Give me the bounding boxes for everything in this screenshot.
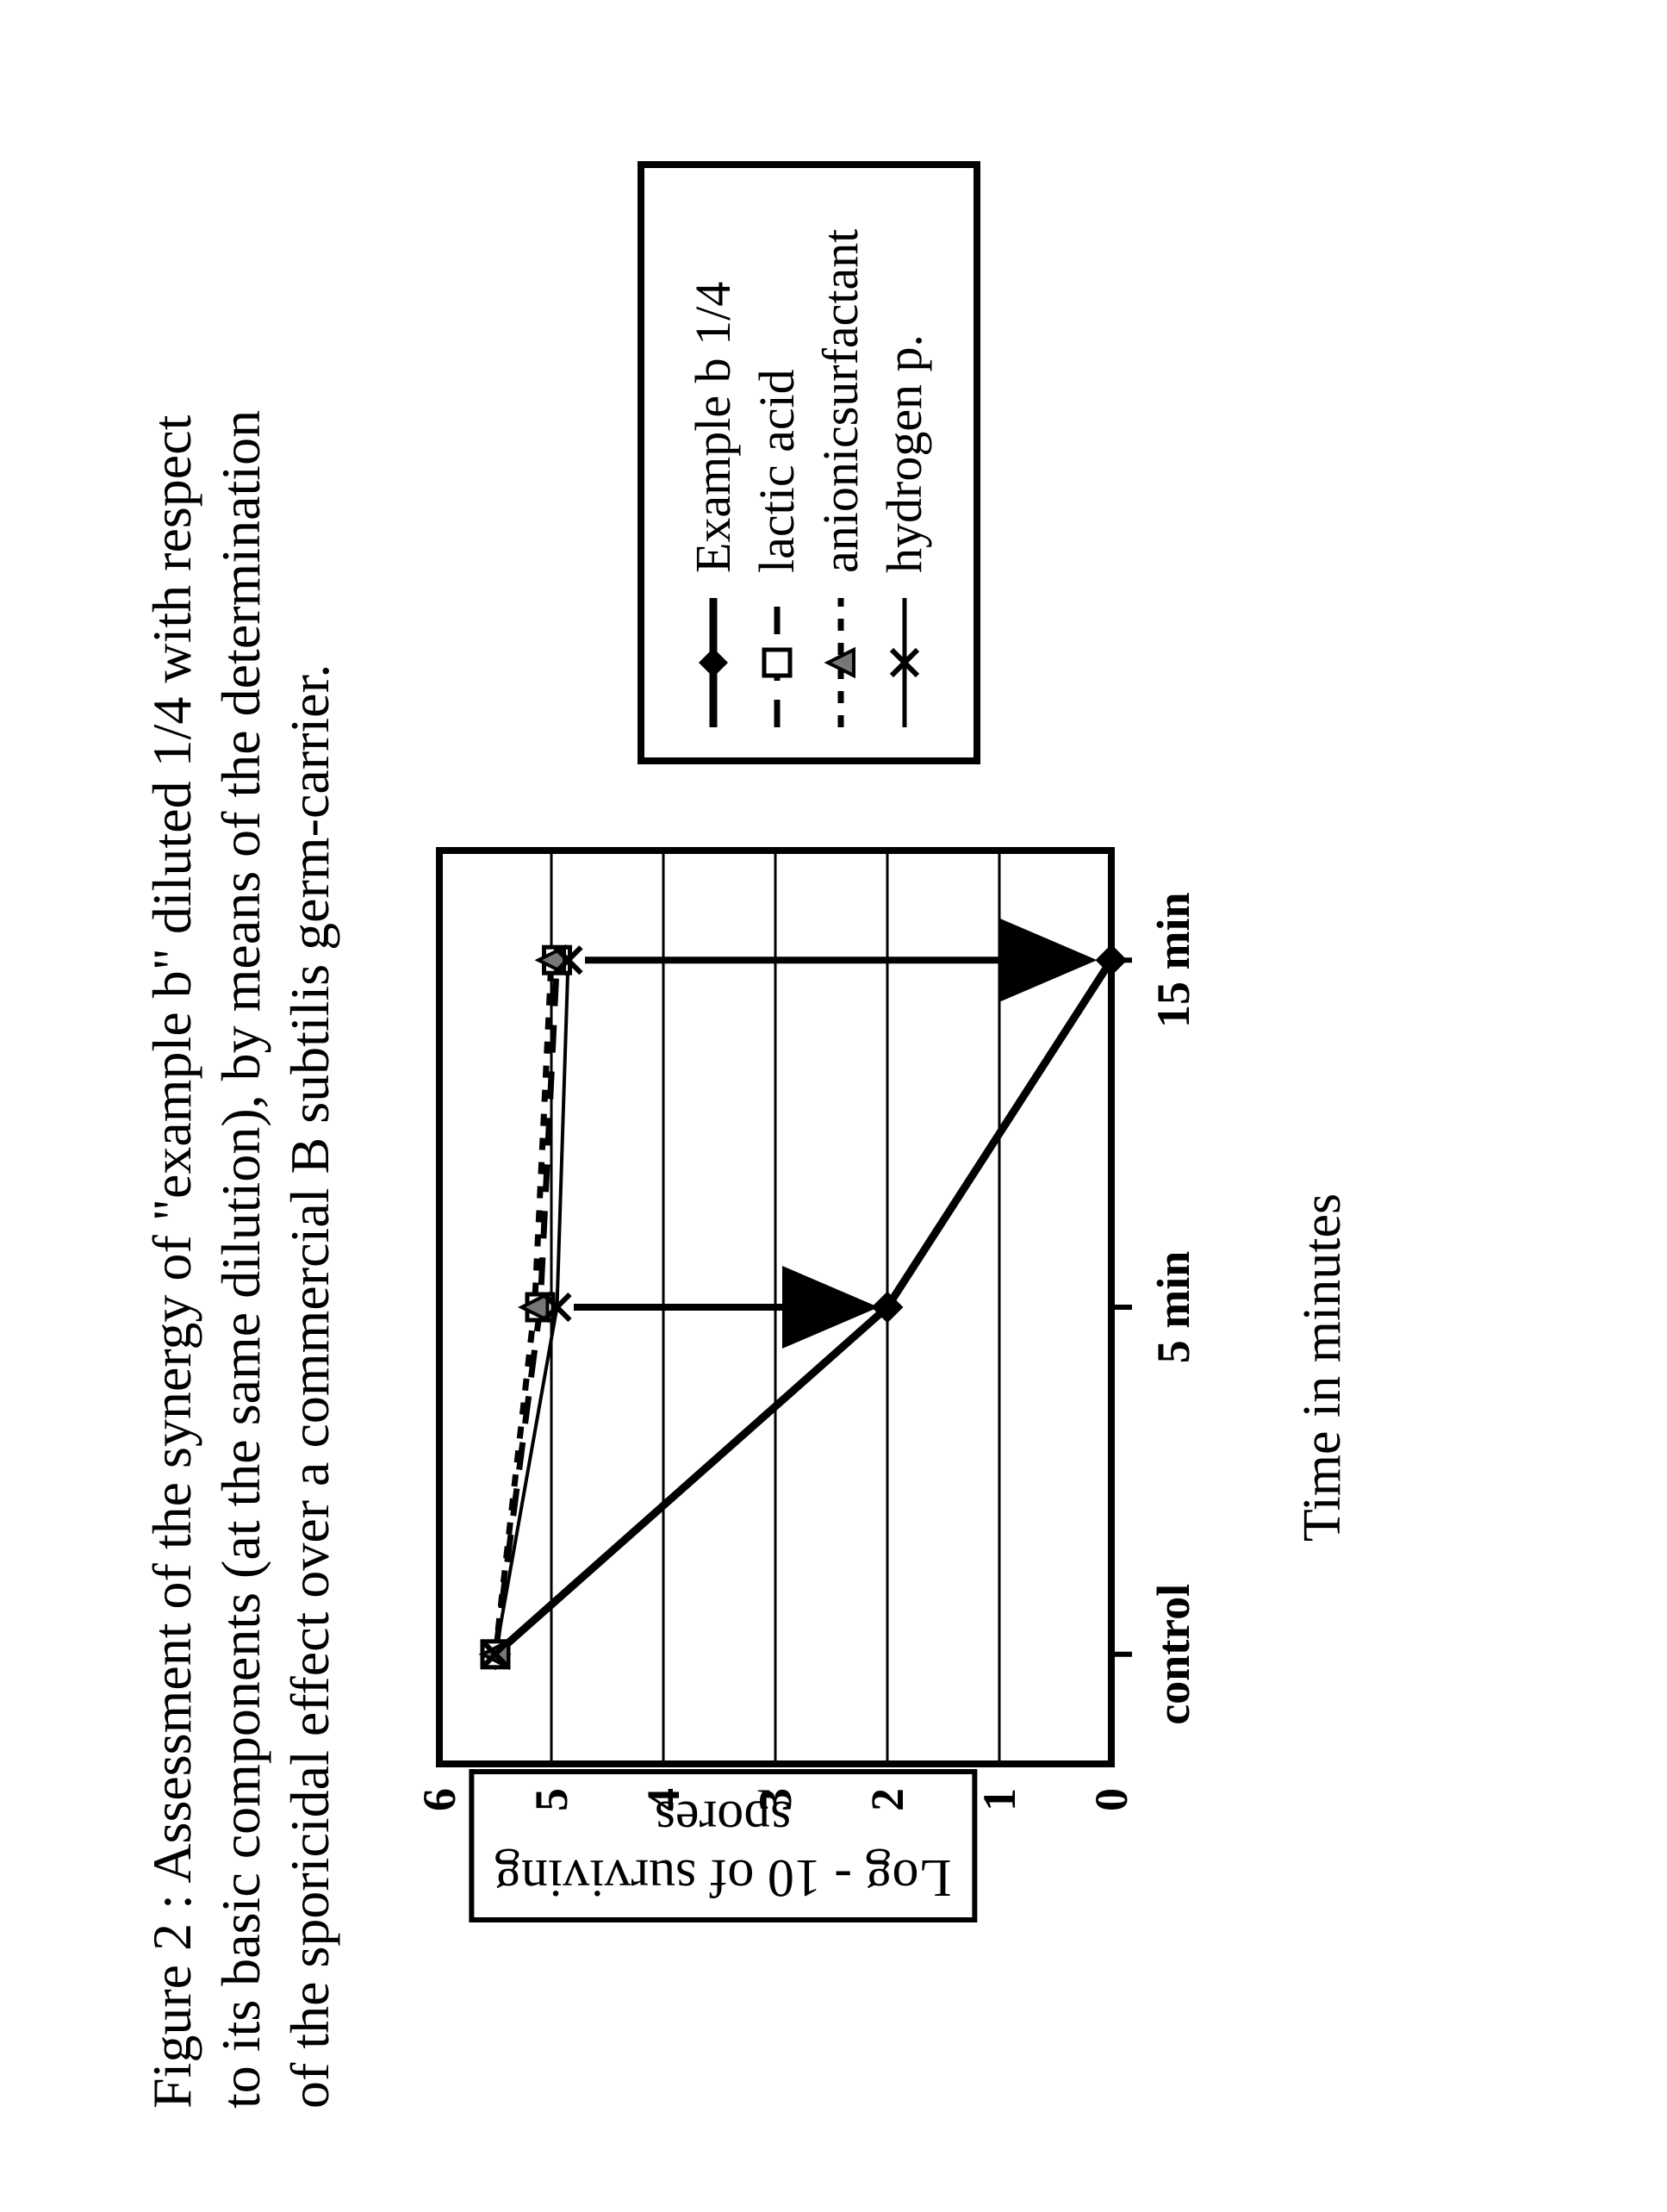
legend-swatch bbox=[815, 594, 867, 732]
x-axis-title: Time in minutes bbox=[1292, 851, 1353, 1885]
caption-line-3: of the sporicidal effect over a commerci… bbox=[276, 170, 345, 2109]
svg-text:15 min: 15 min bbox=[1148, 892, 1199, 1028]
svg-text:5: 5 bbox=[526, 1788, 577, 1811]
chart-svg: 0 1 2 3 4 5 6 control 5 min 15 min bbox=[422, 799, 1249, 1885]
svg-text:1: 1 bbox=[973, 1788, 1025, 1811]
legend-item: anionicsurfactant bbox=[815, 194, 867, 732]
svg-text:control: control bbox=[1148, 1584, 1199, 1725]
caption-line-2: to its basic components (at the same dil… bbox=[207, 170, 276, 2109]
legend-label: anionicsurfactant bbox=[816, 229, 866, 573]
legend-item: hydrogen p. bbox=[879, 194, 930, 732]
figure-caption: Figure 2 : Assessment of the synergy of … bbox=[138, 170, 345, 2109]
rotated-stage: Figure 2 : Assessment of the synergy of … bbox=[0, 0, 1667, 2212]
legend-item: lactic acid bbox=[751, 194, 803, 732]
svg-text:6: 6 bbox=[422, 1788, 465, 1811]
legend-item: Example b 1/4 bbox=[687, 194, 739, 732]
svg-text:2: 2 bbox=[861, 1788, 913, 1811]
legend: Example b 1/4 lactic acid anionicsurfactan… bbox=[638, 161, 980, 764]
legend-swatch bbox=[687, 594, 739, 732]
plot-area: Log - 10 of surviving spores 0123456cont… bbox=[422, 127, 1456, 2109]
svg-text:5 min: 5 min bbox=[1148, 1251, 1199, 1364]
svg-text:3: 3 bbox=[750, 1788, 801, 1811]
caption-line-1: Figure 2 : Assessment of the synergy of … bbox=[138, 170, 207, 2109]
figure-container: Figure 2 : Assessment of the synergy of … bbox=[138, 127, 1456, 2109]
legend-label: hydrogen p. bbox=[880, 334, 930, 573]
svg-text:0: 0 bbox=[1085, 1788, 1137, 1811]
svg-text:4: 4 bbox=[638, 1788, 689, 1811]
legend-swatch bbox=[879, 594, 930, 732]
legend-swatch bbox=[751, 594, 803, 732]
legend-label: lactic acid bbox=[752, 369, 802, 573]
legend-label: Example b 1/4 bbox=[688, 282, 738, 573]
